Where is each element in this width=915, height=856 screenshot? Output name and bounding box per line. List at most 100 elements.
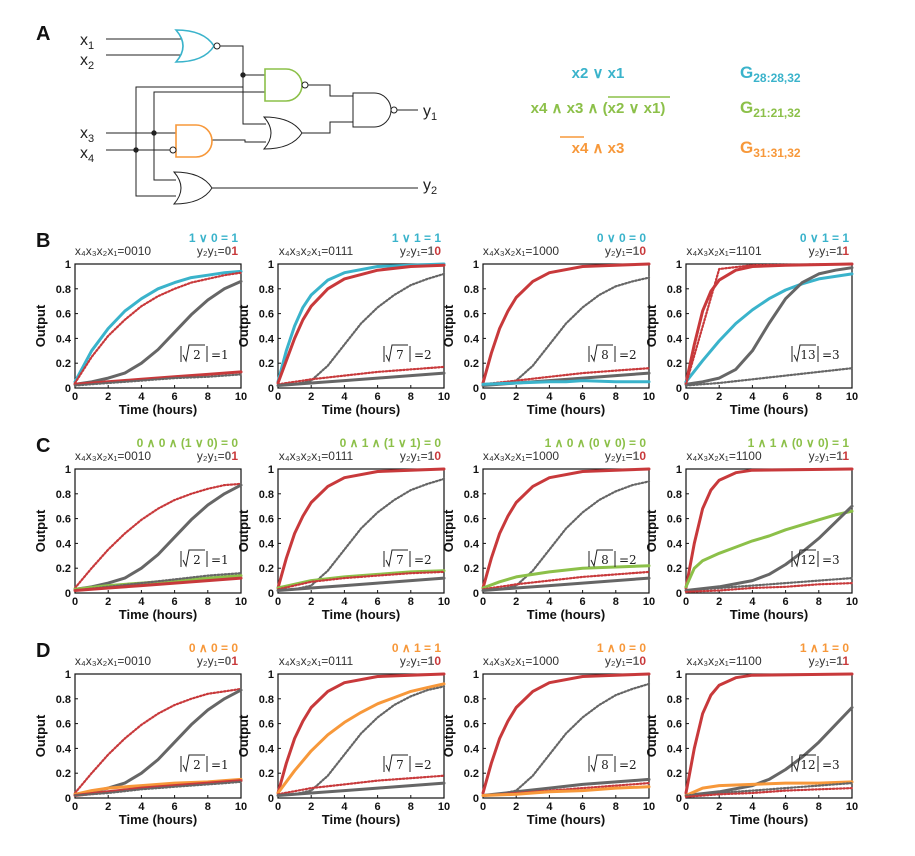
wire-x3-to-and <box>153 91 265 133</box>
series-gray-solid <box>73 483 243 591</box>
x-axis-label: Time (hours) <box>527 812 606 827</box>
x-tick-label: 10 <box>846 391 858 403</box>
floor-sqrt-annotation: 7 =2 <box>383 549 432 568</box>
floor-sqrt-annotation: 12 =3 <box>791 549 840 568</box>
sqrt-symbol <box>791 754 819 773</box>
floor-value: =2 <box>414 348 432 362</box>
nand-gate-green <box>264 68 303 102</box>
sqrt-symbol <box>180 344 208 363</box>
y-tick-label: 0.4 <box>464 538 480 550</box>
output-state-label: y₂y₁=10 <box>400 449 441 463</box>
wire-nand-out <box>211 139 266 143</box>
sqrt-symbol <box>588 754 616 773</box>
y-axis-label: Output <box>441 509 456 552</box>
floor-value: =1 <box>211 553 229 567</box>
floor-value: =3 <box>822 553 840 567</box>
x-tick-label: 8 <box>613 801 619 813</box>
x-tick-label: 10 <box>438 596 450 608</box>
x-axis-label: Time (hours) <box>730 607 809 622</box>
x-tick-label: 8 <box>613 596 619 608</box>
input-state-label: x₄x₃x₂x₁=0111 <box>279 654 354 668</box>
x-tick-label: 4 <box>341 596 348 608</box>
wire-x4-to-or <box>135 86 243 150</box>
x-tick-label: 6 <box>375 596 381 608</box>
y-tick-label: 0.4 <box>464 333 480 345</box>
series-green-solid <box>684 509 854 589</box>
logic-equation: 0 ∧ 0 = 0 <box>189 641 238 655</box>
input-state-label: x₄x₃x₂x₁=0111 <box>279 244 354 258</box>
output-y2-label: y2 <box>423 177 437 197</box>
series-red-solid <box>481 262 651 385</box>
sqrt-symbol <box>791 549 819 568</box>
sqrt-symbol <box>383 754 411 773</box>
x-tick-label: 2 <box>513 801 519 813</box>
series-gray-solid <box>276 781 446 797</box>
series-gray-solid <box>481 576 651 592</box>
output-state-label: y₂y₁=10 <box>400 654 441 668</box>
series-green-solid <box>276 569 446 590</box>
y-tick-label: 0.2 <box>464 563 479 575</box>
logic-equation: 0 ∨ 0 = 0 <box>597 231 646 245</box>
output-state-label: y₂y₁=11 <box>809 654 850 668</box>
x-tick-label: 6 <box>375 391 381 403</box>
plot-b-4: x₄x₃x₂x₁=1101 y₂y₁=110 ∨ 1 = 1 0 2 4 6 8 10 0 0.2… <box>644 231 858 417</box>
y-tick-label: 0.6 <box>56 309 71 321</box>
x-tick-label: 4 <box>341 391 348 403</box>
x-tick-label: 0 <box>480 391 486 403</box>
x-tick-label: 10 <box>846 801 858 813</box>
y-tick-label: 0.6 <box>667 719 682 731</box>
plot-b-2: x₄x₃x₂x₁=0111 y₂y₁=101 ∨ 1 = 1 0 2 4 6 8 10 0 0.2… <box>236 231 450 417</box>
y-tick-label: 0.8 <box>56 489 71 501</box>
input-x3-label: x3 <box>80 125 94 145</box>
nor-gate-blue <box>174 29 215 63</box>
series-gray-solid <box>684 504 854 592</box>
output-state-label: y₂y₁=01 <box>197 654 238 668</box>
y-tick-label: 1 <box>676 259 682 271</box>
x-tick-label: 6 <box>783 596 789 608</box>
floor-sqrt-annotation: 8 =2 <box>588 754 637 773</box>
y-tick-label: 0.2 <box>259 768 274 780</box>
x-tick-label: 10 <box>438 801 450 813</box>
gate-legend: x2 ∨ x1 G28:28,32 x4 ∧ x3 ∧ (x2 ∨ x1) G21:2… <box>531 63 801 160</box>
x-tick-label: 8 <box>205 391 211 403</box>
sqrt-value: 7 <box>396 758 404 772</box>
y-tick-label: 0.8 <box>667 489 682 501</box>
x-tick-label: 4 <box>546 391 553 403</box>
input-state-label: x₄x₃x₂x₁=0010 <box>75 244 152 258</box>
y-tick-label: 0.6 <box>667 309 682 321</box>
y-axis-label: Output <box>644 714 659 757</box>
floor-value: =2 <box>414 758 432 772</box>
y-tick-label: 0.8 <box>259 284 274 296</box>
x-tick-label: 6 <box>580 391 586 403</box>
series-gray-dotted <box>684 782 854 797</box>
x-tick-label: 2 <box>308 801 314 813</box>
series-gray-solid <box>73 279 243 386</box>
series-gray-dotted <box>276 477 446 592</box>
plot-grid: x₄x₃x₂x₁=0010 y₂y₁=011 ∨ 0 = 10 2 4 6 8 1000.2… <box>33 231 858 827</box>
y-tick-label: 0.4 <box>259 538 275 550</box>
floor-value: =1 <box>211 758 229 772</box>
series-red-dotted <box>684 262 854 386</box>
y-tick-label: 1 <box>65 669 71 681</box>
plot-d-1: x₄x₃x₂x₁=0010 y₂y₁=010 ∧ 0 = 0 0 2 4 6 8 10 0 0.2… <box>33 641 247 827</box>
logic-equation: 1 ∨ 1 = 1 <box>392 231 441 245</box>
y-axis-label: Output <box>441 304 456 347</box>
output-state-label: y₂y₁=11 <box>809 244 850 258</box>
x-tick-label: 0 <box>72 801 78 813</box>
sqrt-value: 13 <box>800 348 815 362</box>
floor-sqrt-annotation: 7 =2 <box>383 344 432 363</box>
plot-c-1: x₄x₃x₂x₁=0010 y₂y₁=010 ∧ 0 ∧ (1 ∨ 0) = 0 0… <box>33 436 247 622</box>
x-tick-label: 6 <box>783 391 789 403</box>
input-x1-label: x1 <box>80 32 94 52</box>
y-tick-label: 0.8 <box>259 694 274 706</box>
x-tick-label: 8 <box>613 391 619 403</box>
floor-value: =2 <box>619 758 637 772</box>
series-orange-solid <box>684 780 854 797</box>
y-axis-label: Output <box>644 304 659 347</box>
x-axis-label: Time (hours) <box>527 402 606 417</box>
x-tick-label: 8 <box>205 801 211 813</box>
x-axis-label: Time (hours) <box>730 402 809 417</box>
y-tick-label: 0.4 <box>259 333 275 345</box>
x-axis-label: Time (hours) <box>322 402 401 417</box>
